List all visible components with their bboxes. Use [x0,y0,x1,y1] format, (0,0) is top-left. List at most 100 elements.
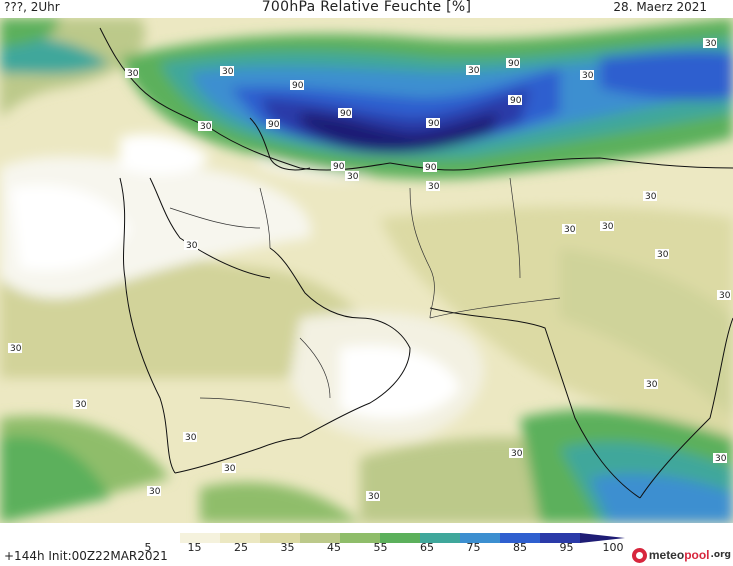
contour-label-text: 90 [425,163,437,173]
colorbar-tick-label: 45 [327,541,341,554]
contour-label-90: 90 [508,95,522,106]
colorbar-tick-label: 85 [513,541,527,554]
contour-label-30: 30 [147,486,161,497]
contour-label-30: 30 [73,399,87,410]
contour-label-text: 30 [582,71,594,81]
colorbar-tick-label: 75 [466,541,481,554]
map-canvas: 90 90 90 90 90 90 90 90 30 30 30 30 30 3… [0,18,733,523]
contour-label-text: 90 [340,109,352,119]
colorbar-tick-label: 95 [559,541,574,554]
logo-wordmark: meteopool [649,548,710,562]
contour-label-30: 30 [580,70,594,81]
contour-label-text: 30 [511,449,523,459]
colorbar [140,528,630,543]
contour-label-text: 30 [368,492,380,502]
contour-label-text: 30 [224,464,236,474]
colorbar-tick-label: 5 [144,541,152,554]
contour-label-30: 30 [644,379,658,390]
contour-label-30: 30 [345,171,359,182]
contour-label-text: 30 [715,454,727,464]
logo-mark-icon [631,547,647,563]
colorbar-segment [380,533,421,543]
contour-label-90: 90 [266,119,280,130]
contour-label-text: 30 [222,67,234,77]
humidity-field [0,18,733,523]
colorbar-tick-label: 35 [280,541,295,554]
contour-label-text: 90 [333,162,345,172]
contour-label-text: 30 [468,66,480,76]
contour-label-90: 90 [338,108,352,119]
contour-label-90: 90 [290,80,304,91]
contour-label-text: 30 [75,400,87,410]
contour-label-30: 30 [125,68,139,79]
logo-main: meteo [648,548,685,562]
borders [169,177,561,409]
contour-label-30: 30 [183,432,197,443]
colorbar-segment [140,533,181,543]
colorbar-tick-label: 25 [234,541,248,554]
colorbar-arrow [580,533,625,543]
contour-label-text: 30 [186,241,198,251]
contour-label-text: 30 [428,182,440,192]
colorbar-segment [460,533,501,543]
contour-label-90: 90 [331,161,345,172]
colorbar-tick-label: 65 [420,541,434,554]
contour-label-30: 30 [509,448,523,459]
contour-label-30: 30 [466,65,480,76]
colorbar-segment [260,533,301,543]
contour-label-30: 30 [184,240,198,251]
humidity-map: 90 90 90 90 90 90 90 90 30 30 30 30 30 3… [0,18,733,523]
colorbar-tick-label: 55 [373,541,388,554]
contour-label-30: 30 [600,221,614,232]
contour-label-text: 30 [149,487,161,497]
map-title: 700hPa Relative Feuchte [%] [261,0,472,15]
contour-label-30: 30 [426,181,440,192]
contour-label-text: 90 [268,120,280,130]
contour-label-30: 30 [8,343,22,354]
colorbar-segment [420,533,461,543]
contour-label-90: 90 [506,58,520,69]
colorbar-segment [220,533,261,543]
contour-label-30: 30 [198,121,212,132]
contour-label-text: 90 [510,96,522,106]
colorbar-segment [300,533,341,543]
colorbar-segment [340,533,381,543]
contour-label-30: 30 [222,463,236,474]
colorbar-tick-label: 100 [602,541,624,554]
contour-label-text: 30 [185,433,197,443]
header: ???, 2Uhr 700hPa Relative Feuchte [%] 28… [0,0,733,18]
contour-label-90: 90 [426,118,440,129]
contour-label-30: 30 [220,66,234,77]
colorbar-segment [500,533,541,543]
contour-label-text: 30 [705,39,717,49]
valid-date-label: 28. Maerz 2021 [613,0,707,14]
contour-label-30: 30 [643,191,657,202]
contour-label-text: 30 [564,225,576,235]
colorbar-svg [140,533,625,543]
contour-label-text: 30 [645,192,657,202]
colorbar-tick-label: 15 [187,541,202,554]
contour-label-text: 30 [347,172,359,182]
contour-label-text: 30 [719,291,731,301]
valid-time-label: ???, 2Uhr [4,0,60,14]
contour-label-text: 30 [646,380,658,390]
colorbar-segment [180,533,221,543]
contour-label-text: 30 [200,122,212,132]
contour-label-30: 30 [713,453,727,464]
contour-label-text: 30 [602,222,614,232]
colorbar-segment [540,533,581,543]
contour-label-text: 30 [127,69,139,79]
contour-label-30: 30 [562,224,576,235]
contour-label-30: 30 [366,491,380,502]
contour-label-30: 30 [703,38,717,49]
contour-label-text: 30 [10,344,22,354]
meteopool-logo[interactable]: meteopool .org [631,545,731,565]
init-time-label: +144h Init:00Z22MAR2021 [4,549,168,563]
contour-label-group: 90 90 90 90 90 90 90 90 30 30 30 30 30 3… [8,38,731,502]
contour-label-text: 90 [508,59,520,69]
contour-label-text: 90 [292,81,304,91]
logo-suffix: .org [710,550,731,560]
contour-label-text: 90 [428,119,440,129]
contour-label-30: 30 [717,290,731,301]
contour-label-30: 30 [655,249,669,260]
